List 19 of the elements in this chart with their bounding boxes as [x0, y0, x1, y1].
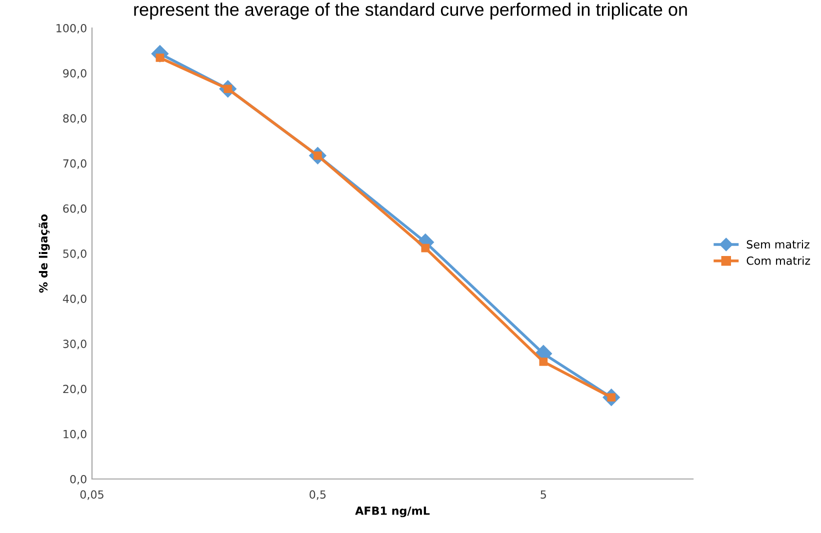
y-tick-label: 20,0 [63, 384, 86, 394]
x-tick-label: 0,05 [80, 490, 104, 500]
y-tick-label: 0,0 [70, 474, 86, 485]
y-tick-label: 80,0 [63, 114, 86, 124]
y-axis-title: % de ligação [38, 214, 50, 293]
y-tick-label: 100,0 [56, 24, 86, 34]
y-tick-label: 90,0 [63, 69, 86, 79]
x-axis-title: AFB1 ng/mL [355, 506, 430, 518]
legend-label: Sem matriz [746, 240, 810, 249]
x-tick-label: 0,5 [310, 490, 326, 500]
y-tick-label: 40,0 [62, 294, 86, 304]
x-tick-label: 5 [540, 490, 546, 499]
chart-title: represent the average of the standard curve performed in triplicate on [134, 2, 687, 20]
y-tick-label: 70,0 [63, 159, 86, 169]
legend-label: Com matriz [746, 256, 810, 265]
y-tick-label: 60,0 [63, 204, 86, 214]
y-tick-label: 10,0 [64, 430, 86, 440]
y-tick-label: 50,0 [63, 249, 86, 260]
y-tick-label: 30,0 [63, 340, 86, 350]
